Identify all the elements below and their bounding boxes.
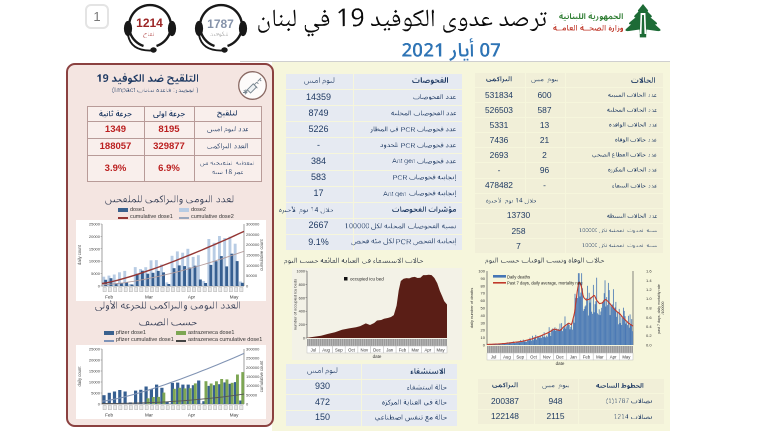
svg-text:250000: 250000 (246, 356, 260, 361)
svg-text:800: 800 (299, 283, 305, 287)
svg-text:0: 0 (98, 284, 101, 289)
svg-text:300000: 300000 (246, 347, 260, 352)
svg-text:5000: 5000 (91, 391, 101, 396)
svg-text:150000: 150000 (246, 374, 260, 379)
svg-text:Feb: Feb (105, 295, 113, 300)
svg-text:200000: 200000 (246, 242, 260, 247)
svg-text:100000: 100000 (246, 383, 260, 388)
svg-text:Mar: Mar (145, 413, 153, 418)
svg-text:80: 80 (481, 283, 486, 288)
svg-text:70: 70 (481, 291, 486, 296)
svg-text:May: May (437, 347, 446, 352)
svg-text:Mar: Mar (411, 347, 419, 352)
svg-text:200: 200 (299, 323, 305, 327)
svg-text:20000: 20000 (89, 234, 101, 239)
svg-text:May: May (230, 295, 239, 300)
svg-text:0.2: 0.2 (646, 333, 652, 338)
svg-text:1.4: 1.4 (646, 278, 652, 283)
svg-text:5000: 5000 (91, 271, 101, 276)
svg-text:Nov: Nov (543, 354, 551, 359)
svg-text:Oct: Oct (348, 347, 355, 352)
svg-text:Apr: Apr (188, 295, 196, 300)
svg-text:0: 0 (303, 337, 305, 341)
svg-text:600: 600 (299, 296, 305, 300)
svg-text:0.6: 0.6 (646, 315, 652, 320)
svg-text:10000: 10000 (89, 259, 101, 264)
svg-text:1000: 1000 (297, 270, 305, 274)
svg-text:Mar: Mar (596, 354, 604, 359)
svg-text:0: 0 (98, 402, 101, 407)
svg-text:0: 0 (246, 402, 249, 407)
svg-text:20: 20 (481, 328, 486, 333)
svg-text:/100000: /100000 (661, 302, 665, 315)
svg-text:Jul: Jul (491, 354, 497, 359)
svg-text:60: 60 (481, 298, 486, 303)
svg-text:Jan: Jan (386, 347, 394, 352)
svg-text:0.4: 0.4 (646, 324, 652, 329)
svg-text:Apr: Apr (425, 347, 432, 352)
svg-text:15000: 15000 (89, 369, 101, 374)
svg-text:30: 30 (481, 320, 486, 325)
svg-text:Feb: Feb (105, 413, 113, 418)
svg-text:number of occupied icu beds: number of occupied icu beds (293, 279, 298, 330)
svg-text:occupied icu bed: occupied icu bed (350, 277, 384, 282)
svg-text:Nov: Nov (360, 347, 368, 352)
svg-text:Daily deaths: Daily deaths (507, 275, 530, 280)
svg-text:Feb: Feb (583, 354, 591, 359)
svg-text:May: May (230, 413, 239, 418)
svg-text:10: 10 (481, 335, 486, 340)
svg-text:50: 50 (481, 306, 486, 311)
svg-text:date: date (373, 354, 382, 359)
svg-text:Apr: Apr (188, 413, 196, 418)
svg-text:1.6: 1.6 (646, 269, 652, 274)
svg-text:Sep: Sep (335, 347, 343, 352)
svg-text:20000: 20000 (89, 358, 101, 363)
svg-text:Feb: Feb (399, 347, 407, 352)
svg-text:150000: 150000 (246, 253, 260, 258)
svg-text:0: 0 (246, 284, 249, 289)
svg-text:40: 40 (481, 313, 486, 318)
svg-text:Oct: Oct (530, 354, 537, 359)
svg-text:Jul: Jul (311, 347, 317, 352)
svg-text:Sep: Sep (516, 354, 524, 359)
svg-text:Mar: Mar (145, 295, 153, 300)
svg-text:0.0: 0.0 (646, 343, 652, 348)
svg-text:May: May (622, 354, 631, 359)
svg-text:Apr: Apr (610, 354, 617, 359)
svg-text:1.0: 1.0 (646, 296, 652, 301)
svg-text:10000: 10000 (89, 380, 101, 385)
svg-text:daily number of deaths: daily number of deaths (469, 288, 474, 328)
svg-text:50000: 50000 (246, 273, 258, 278)
svg-text:300000: 300000 (246, 222, 260, 227)
svg-text:1.2: 1.2 (646, 287, 652, 292)
svg-text:Jan: Jan (570, 354, 578, 359)
svg-text:Dec: Dec (556, 354, 564, 359)
svg-text:50000: 50000 (246, 392, 258, 397)
svg-text:daily count: daily count (77, 366, 82, 387)
svg-text:cumulative count: cumulative count (259, 238, 264, 270)
svg-text:200000: 200000 (246, 365, 260, 370)
svg-text:0: 0 (483, 343, 486, 348)
svg-text:25000: 25000 (89, 222, 101, 227)
svg-text:Dec: Dec (373, 347, 381, 352)
svg-text:Past 7 days, daily average, mo: Past 7 days, daily average, mortality ra… (507, 281, 583, 286)
svg-text:100000: 100000 (246, 263, 260, 268)
svg-text:25000: 25000 (89, 347, 101, 352)
svg-text:250000: 250000 (246, 232, 260, 237)
svg-text:15000: 15000 (89, 246, 101, 251)
svg-text:Aug: Aug (322, 347, 330, 352)
svg-text:cumulative count: cumulative count (259, 360, 264, 392)
svg-text:400: 400 (299, 310, 305, 314)
svg-text:90: 90 (481, 276, 486, 281)
svg-text:date: date (556, 361, 565, 366)
svg-text:0.8: 0.8 (646, 306, 652, 311)
svg-text:daily count: daily count (77, 244, 82, 265)
svg-text:100: 100 (478, 269, 485, 274)
svg-text:past 7 days, daily mortality r: past 7 days, daily mortality rate (657, 284, 661, 334)
svg-text:Aug: Aug (503, 354, 511, 359)
